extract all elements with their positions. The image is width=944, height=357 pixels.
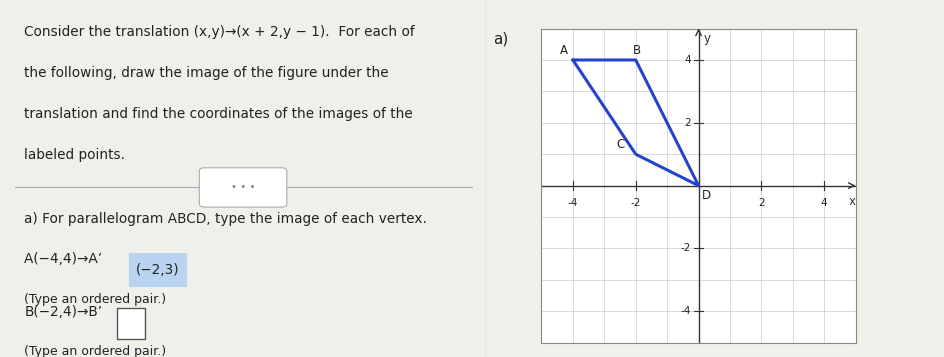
Text: (−2,3): (−2,3) [136,263,179,277]
FancyBboxPatch shape [199,168,287,207]
Text: (Type an ordered pair.): (Type an ordered pair.) [25,293,166,306]
Text: B: B [632,44,641,57]
Text: y: y [703,32,710,45]
Text: -4: -4 [567,198,578,208]
Text: x: x [849,195,856,208]
Text: translation and find the coordinates of the images of the: translation and find the coordinates of … [25,107,413,121]
Text: B(−2,4)→B’: B(−2,4)→B’ [25,305,103,319]
Text: Consider the translation (x,y)→(x + 2,y − 1).  For each of: Consider the translation (x,y)→(x + 2,y … [25,25,415,39]
Text: C: C [616,138,625,151]
Bar [117,308,144,339]
Text: -4: -4 [681,306,691,316]
Text: labeled points.: labeled points. [25,148,126,162]
Text: 2: 2 [684,118,691,128]
Text: 4: 4 [684,55,691,65]
Text: D: D [701,189,711,202]
Text: a): a) [493,32,508,47]
Text: A: A [560,44,568,57]
Text: a) For parallelogram ABCD, type the image of each vertex.: a) For parallelogram ABCD, type the imag… [25,212,428,226]
Bar [128,253,187,287]
Text: • • •: • • • [231,182,255,192]
Text: (Type an ordered pair.): (Type an ordered pair.) [25,345,166,357]
Text: A(−4,4)→A’: A(−4,4)→A’ [25,252,107,266]
Text: 4: 4 [821,198,828,208]
Text: the following, draw the image of the figure under the: the following, draw the image of the fig… [25,66,389,80]
Text: -2: -2 [681,243,691,253]
Text: -2: -2 [631,198,641,208]
Text: 2: 2 [758,198,765,208]
